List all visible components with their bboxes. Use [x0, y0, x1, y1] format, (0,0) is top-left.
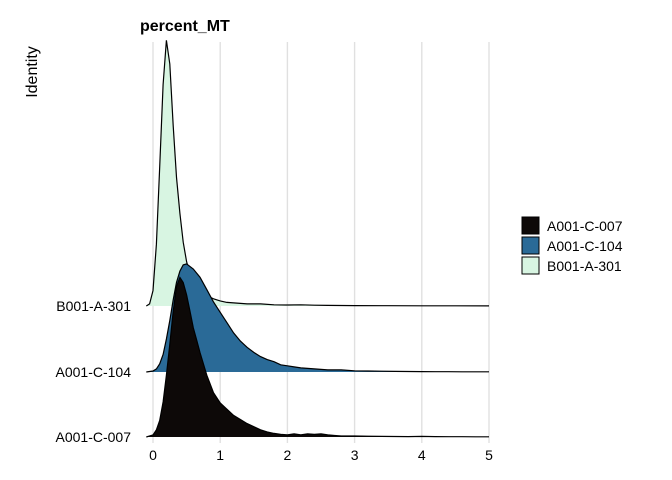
y-tick-B001-A-301: B001-A-301: [56, 298, 131, 314]
x-tick-2: 2: [284, 447, 292, 463]
legend-label-A001-C-007: A001-C-007: [547, 218, 623, 234]
x-tick-4: 4: [418, 447, 426, 463]
y-tick-A001-C-104: A001-C-104: [56, 364, 132, 380]
legend-label-A001-C-104: A001-C-104: [547, 238, 623, 254]
ridge-outline-A001-C-104: [146, 263, 489, 373]
y-tick-A001-C-007: A001-C-007: [56, 429, 132, 445]
ridge-fill-A001-C-104: [146, 263, 490, 372]
ridge-fill-B001-A-301: [146, 40, 490, 307]
x-tick-labels: 0 1 2 3 4 5: [149, 447, 493, 463]
x-tick-5: 5: [485, 447, 493, 463]
chart-title: percent_MT: [140, 18, 230, 35]
ridge-outline-B001-A-301: [145, 40, 490, 307]
legend-key-A001-C-007: [521, 216, 540, 235]
gridlines: [152, 42, 490, 443]
legend-key-B001-A-301: [521, 256, 540, 275]
legend-label-B001-A-301: B001-A-301: [547, 258, 622, 274]
ridge-fill-A001-C-007: [146, 277, 490, 437]
ridges: [145, 40, 490, 438]
y-axis-label: Identity: [24, 46, 41, 98]
ridge-outline-A001-C-007: [146, 276, 489, 438]
x-tick-1: 1: [216, 447, 224, 463]
legend-key-A001-C-104: [521, 236, 540, 255]
x-tick-0: 0: [149, 447, 157, 463]
legend: A001-C-007 A001-C-104 B001-A-301: [521, 216, 623, 275]
y-tick-labels: A001-C-007 A001-C-104 B001-A-301: [56, 298, 132, 445]
x-tick-3: 3: [351, 447, 359, 463]
